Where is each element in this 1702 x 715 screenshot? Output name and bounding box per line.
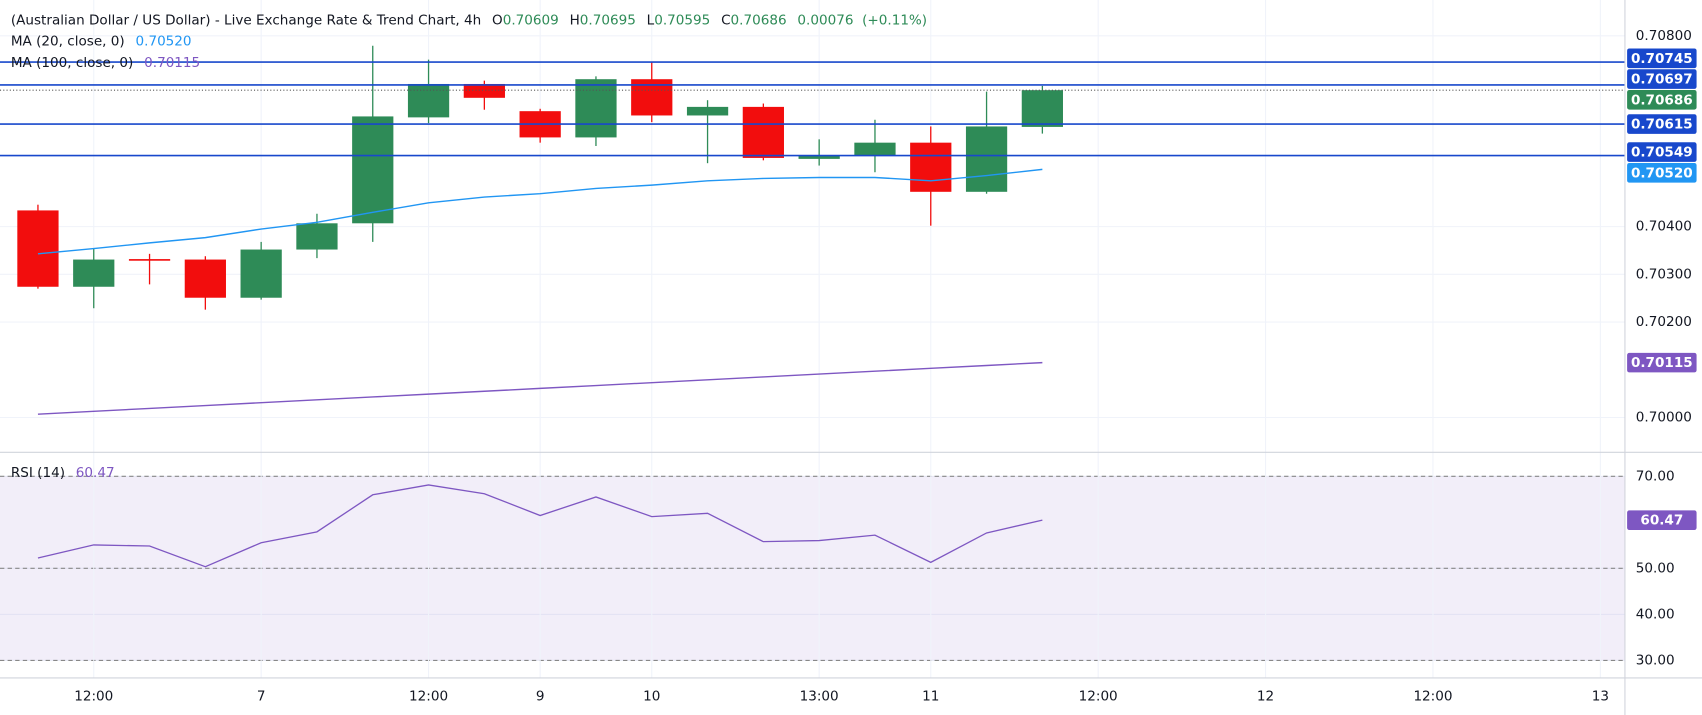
ohlc-key: C	[721, 13, 730, 29]
price-label: 0.70615	[1631, 117, 1693, 133]
candle-body	[407, 83, 450, 118]
price-label-box	[1627, 69, 1697, 89]
legend-name: MA (100, close, 0)	[11, 55, 133, 71]
candle-body	[73, 259, 115, 287]
x-tick-label: 9	[536, 688, 545, 704]
legend-value: 0.70520	[136, 33, 192, 49]
legend-value: 60.47	[76, 465, 115, 481]
axis-labels: 0.70000 0.70200 0.70300 0.70400 0.70800 70.00…	[74, 28, 1697, 704]
ohlc-value: 0.70595	[654, 13, 710, 29]
y-tick-label: 0.70800	[1636, 28, 1692, 44]
plot	[0, 45, 1625, 568]
price-label-box	[1627, 114, 1697, 134]
x-tick-label: 7	[257, 688, 266, 704]
price-label-box	[1627, 48, 1697, 69]
candle-body	[798, 155, 840, 159]
change: 0.00076	[797, 13, 853, 29]
y-tick-label: 30.00	[1636, 652, 1675, 668]
candle-body	[854, 142, 896, 156]
price-label: 60.47	[1640, 513, 1683, 529]
candle-body	[240, 249, 282, 298]
legend-name: RSI (14)	[11, 465, 65, 481]
ohlc-key: H	[570, 13, 580, 29]
header-title: (Australian Dollar / US Dollar) - Live E…	[11, 13, 481, 29]
rsi-line	[37, 484, 1043, 568]
legend-value: 0.70115	[144, 55, 200, 71]
candle-body	[742, 106, 784, 158]
y-tick-label: 40.00	[1636, 606, 1675, 622]
candle-body	[17, 210, 59, 287]
candle-body	[1021, 90, 1063, 127]
candle-body	[965, 126, 1008, 192]
price-label-box	[1627, 510, 1697, 530]
candle-body	[575, 79, 617, 138]
price-label-box	[1627, 142, 1697, 162]
x-tick-label: 12:00	[409, 688, 448, 704]
price-label: 0.70115	[1631, 355, 1693, 371]
y-tick-label: 0.70200	[1636, 314, 1692, 330]
price-label: 0.70549	[1631, 145, 1693, 161]
candle-body	[184, 259, 226, 298]
x-tick-label: 11	[922, 688, 939, 704]
y-tick-label: 70.00	[1636, 468, 1675, 484]
x-tick-label: 12	[1257, 688, 1274, 704]
change-pct: (+0.11%)	[862, 13, 927, 29]
moving-average-line	[37, 168, 1043, 255]
candle-body	[296, 223, 338, 250]
ohlc-key: O	[492, 13, 503, 29]
price-label: 0.70697	[1631, 72, 1693, 88]
moving-average-line	[37, 361, 1043, 415]
legend-name: MA (20, close, 0)	[11, 33, 125, 49]
y-tick-label: 0.70300	[1636, 266, 1692, 282]
legend-ma20: MA (20, close, 0) 0.70520	[11, 33, 192, 49]
ohlc-value: 0.70686	[731, 13, 787, 29]
price-label-box	[1627, 163, 1697, 183]
candle-body	[352, 116, 394, 224]
ohlc-value: 0.70609	[503, 13, 559, 29]
candle-body	[910, 142, 952, 192]
x-tick-label: 12:00	[1413, 688, 1452, 704]
grid	[0, 0, 1625, 678]
candle-body	[686, 106, 729, 116]
price-label: 0.70686	[1631, 92, 1693, 108]
candle-body	[128, 259, 171, 261]
price-label: 0.70520	[1631, 165, 1693, 181]
y-tick-label: 50.00	[1636, 560, 1675, 576]
legend-ma100: MA (100, close, 0) 0.70115	[11, 55, 200, 71]
x-tick-label: 13	[1592, 688, 1609, 704]
candle-body	[463, 83, 505, 98]
price-label-box	[1627, 352, 1697, 373]
y-tick-label: 0.70400	[1636, 219, 1692, 235]
header: (Australian Dollar / US Dollar) - Live E…	[11, 13, 927, 29]
x-tick-label: 12:00	[1079, 688, 1118, 704]
price-label: 0.70745	[1631, 51, 1693, 67]
price-label-box	[1627, 89, 1697, 110]
x-tick-label: 10	[643, 688, 660, 704]
y-tick-label: 0.70000	[1636, 409, 1692, 425]
ohlc-value: 0.70695	[580, 13, 636, 29]
legend-rsi: RSI (14) 60.47	[11, 465, 115, 481]
x-tick-label: 12:00	[74, 688, 113, 704]
x-tick-label: 13:00	[800, 688, 839, 704]
ohlc-key: L	[647, 13, 655, 29]
